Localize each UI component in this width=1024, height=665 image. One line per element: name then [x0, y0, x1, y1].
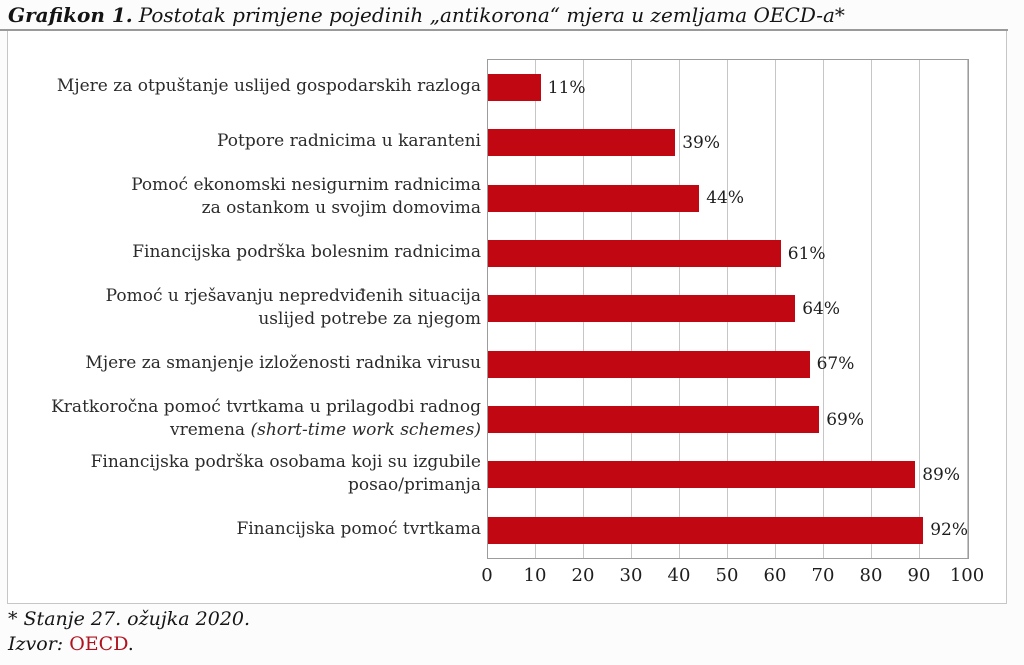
bar-row: 67%: [488, 337, 968, 392]
bar-value-label: 61%: [787, 243, 826, 264]
chart-title-text: Postotak primjene pojedinih „antikorona“…: [138, 3, 845, 27]
bar-value-label: 89%: [922, 464, 960, 485]
bar: [488, 240, 781, 268]
bar-row: 64%: [488, 281, 968, 336]
bar: [488, 74, 541, 102]
x-axis-tick: 70: [811, 565, 835, 586]
bar-row: 39%: [488, 115, 968, 170]
category-label-column: Mjere za otpuštanje uslijed gospodarskih…: [16, 59, 481, 557]
source-label: Izvor:: [8, 633, 70, 655]
bar: [488, 184, 700, 212]
bar-value-label: 69%: [826, 409, 864, 430]
bar-value-label: 44%: [706, 188, 744, 209]
source-suffix: .: [127, 633, 134, 655]
chart-title: Grafikon 1. Postotak primjene pojedinih „…: [8, 3, 845, 27]
chart-title-number: Grafikon 1.: [8, 3, 133, 27]
category-label: Financijska podrška osobama koji su izgu…: [90, 451, 481, 495]
x-axis-tick: 60: [763, 565, 787, 586]
bar: [488, 129, 676, 157]
bar: [488, 461, 916, 489]
bar-value-label: 11%: [547, 77, 586, 98]
bar-value-label: 39%: [682, 132, 720, 153]
x-axis-tick: 20: [571, 565, 595, 586]
x-axis-tick: 80: [859, 565, 883, 586]
bar-row: 61%: [488, 226, 968, 281]
bar-row: 11%: [488, 60, 968, 115]
bar-value-label: 67%: [816, 354, 855, 375]
bar-value-label: 64%: [802, 298, 840, 319]
x-axis: 0 10 20 30 40 50 60 70 80 90 100: [481, 565, 984, 589]
x-axis-tick: 30: [619, 565, 643, 586]
bar-row: 89%: [488, 447, 968, 502]
bar-value-label: 92%: [930, 520, 968, 541]
chart-area: Mjere za otpuštanje uslijed gospodarskih…: [7, 31, 1007, 604]
category-label: Financijska pomoć tvrtkama: [236, 518, 481, 539]
bar: [488, 406, 820, 434]
x-axis-tick: 0: [481, 565, 493, 586]
footnote: * Stanje 27. ožujka 2020.: [8, 608, 251, 630]
title-divider: [0, 29, 1008, 31]
bar: [488, 295, 796, 323]
source-line: Izvor: OECD.: [8, 633, 134, 655]
category-label: Potpore radnicima u karanteni: [217, 131, 481, 152]
bar: [488, 350, 810, 378]
bar-row: 92%: [488, 503, 968, 558]
category-label: Pomoć ekonomski nesigurnim radnicima za o…: [131, 175, 481, 219]
bar-row: 44%: [488, 171, 968, 226]
bar-row: 69%: [488, 392, 968, 447]
category-label: Financijska podrška bolesnim radnicima: [132, 242, 481, 263]
x-axis-tick: 10: [523, 565, 547, 586]
x-axis-tick: 40: [667, 565, 691, 586]
category-label: Pomoć u rješavanju nepredviđenih situaci…: [105, 285, 481, 329]
bar: [488, 516, 924, 544]
category-label: Mjere za otpuštanje uslijed gospodarskih…: [56, 76, 481, 97]
source-oecd-link[interactable]: OECD: [69, 633, 128, 655]
category-label: Mjere za smanjenje izloženosti radnika v…: [85, 352, 481, 373]
x-axis-tick: 50: [715, 565, 739, 586]
category-label: Kratkoročna pomoć tvrtkama u prilagodbi …: [51, 396, 481, 440]
plot-area: 11% 39% 44% 61% 64% 67% 69% 89% 92%: [487, 59, 969, 559]
x-axis-tick: 100: [949, 565, 985, 586]
x-axis-tick: 90: [907, 565, 931, 586]
